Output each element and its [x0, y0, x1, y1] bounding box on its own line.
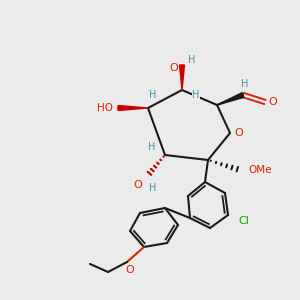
- Text: O: O: [134, 180, 142, 190]
- Text: H: H: [149, 183, 157, 193]
- Polygon shape: [118, 106, 148, 110]
- Text: O: O: [268, 97, 278, 107]
- Text: H: H: [241, 79, 249, 89]
- Text: OMe: OMe: [248, 165, 272, 175]
- Text: H: H: [148, 142, 156, 152]
- Text: HO: HO: [97, 103, 113, 113]
- Text: O: O: [235, 128, 243, 138]
- Text: H: H: [149, 90, 157, 100]
- Polygon shape: [179, 65, 184, 90]
- Text: O: O: [126, 265, 134, 275]
- Polygon shape: [217, 93, 244, 105]
- Text: Cl: Cl: [238, 216, 249, 226]
- Text: O: O: [169, 63, 178, 73]
- Text: H: H: [188, 55, 196, 65]
- Text: H: H: [192, 90, 200, 100]
